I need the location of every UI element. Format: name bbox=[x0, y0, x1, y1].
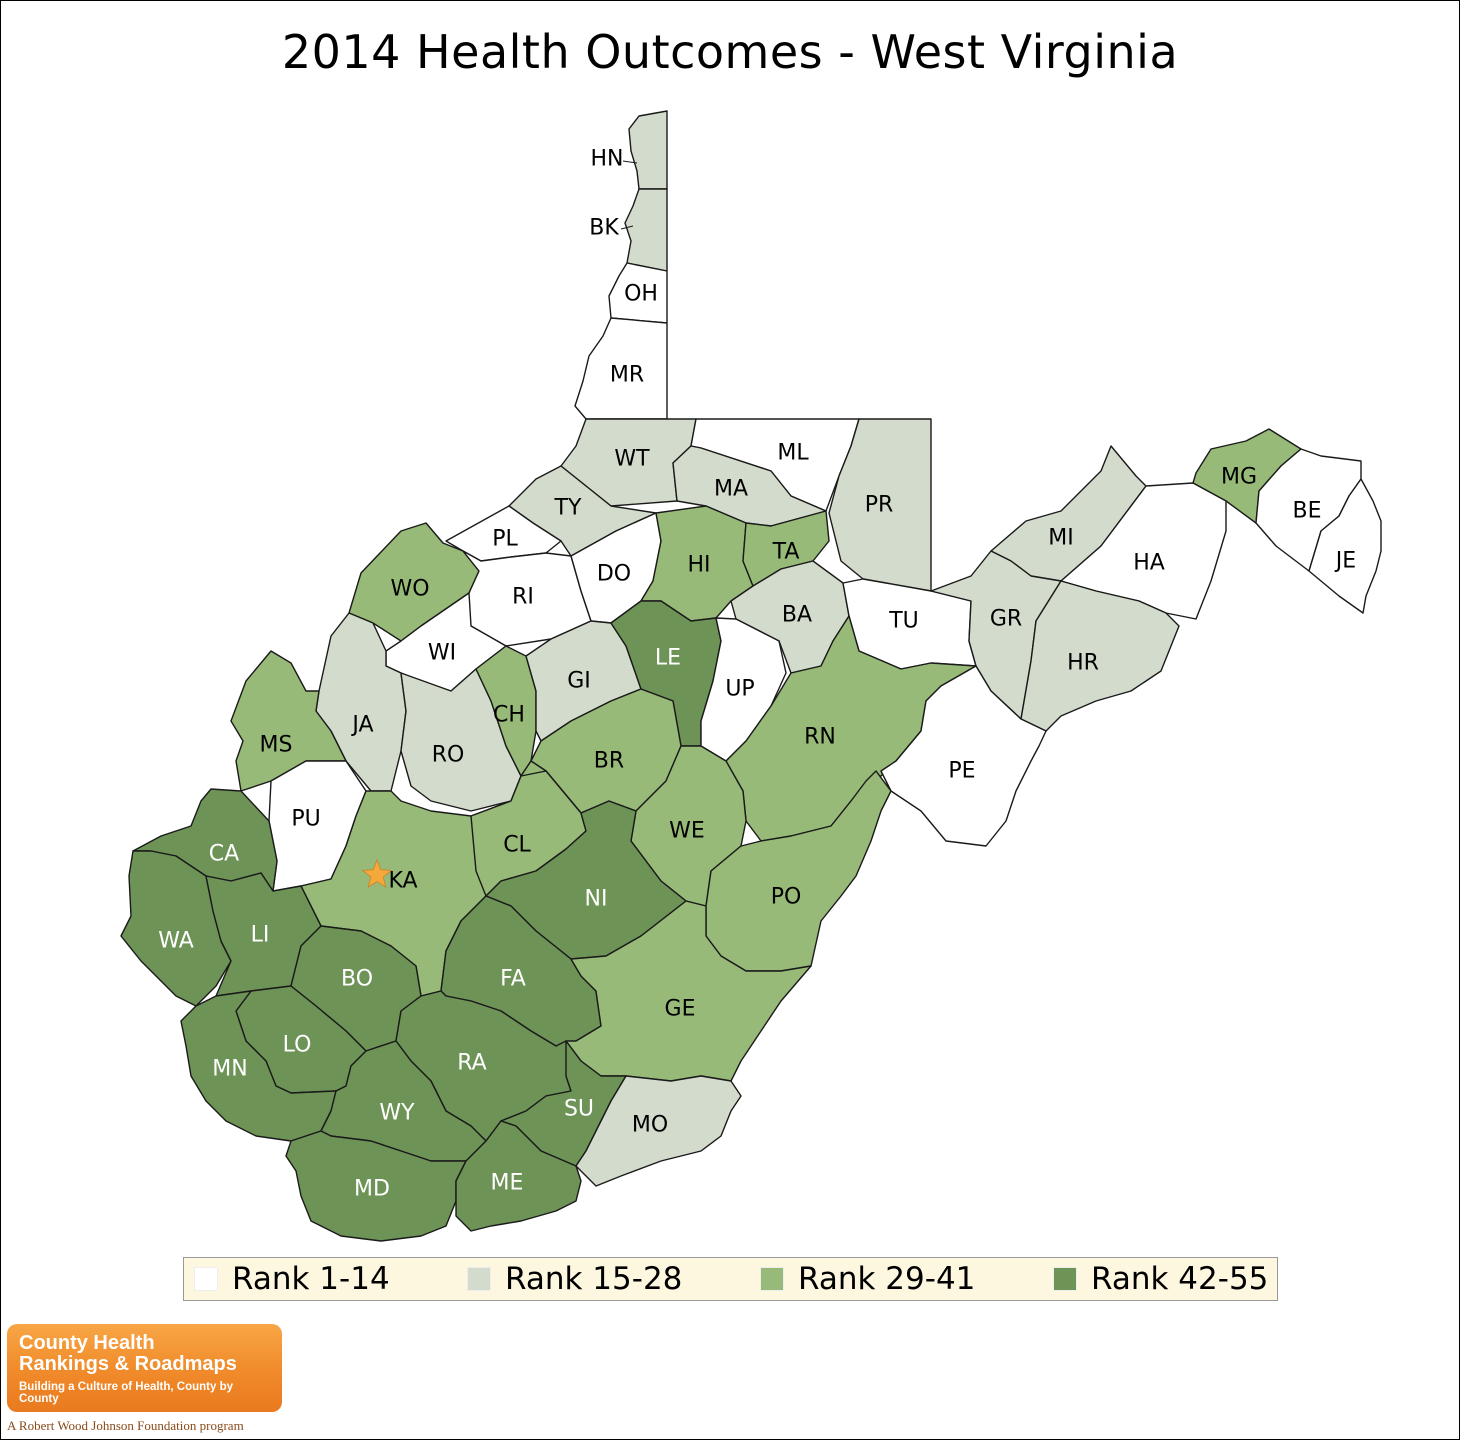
county-label-fa: FA bbox=[500, 967, 526, 992]
county-label-wo: WO bbox=[390, 577, 429, 602]
county-md bbox=[285, 1130, 467, 1242]
legend-swatch-rank-15-28 bbox=[467, 1267, 491, 1291]
county-label-me: ME bbox=[491, 1171, 524, 1196]
county-label-pu: PU bbox=[291, 807, 320, 832]
county-label-br: BR bbox=[594, 749, 624, 774]
county-label-up: UP bbox=[725, 677, 754, 702]
county-label-hn: HN bbox=[591, 147, 624, 172]
footer-note: A Robert Wood Johnson Foundation program bbox=[7, 1418, 244, 1433]
county-label-pl: PL bbox=[492, 527, 518, 552]
county-mr bbox=[574, 317, 668, 420]
county-label-do: DO bbox=[597, 562, 631, 587]
county-label-ha: HA bbox=[1133, 551, 1165, 576]
county-ha bbox=[1060, 482, 1227, 620]
county-label-md: MD bbox=[354, 1177, 390, 1202]
county-me bbox=[455, 1120, 582, 1232]
county-label-bk: BK bbox=[589, 216, 619, 241]
county-hn bbox=[628, 110, 668, 190]
legend: Rank 1-14 Rank 15-28 Rank 29-41 Rank 42-… bbox=[183, 1257, 1278, 1301]
county-label-su: SU bbox=[564, 1097, 594, 1122]
county-label-rn: RN bbox=[804, 725, 836, 750]
logo-line-2: Rankings & Roadmaps bbox=[19, 1353, 237, 1375]
county-je bbox=[1308, 478, 1382, 614]
county-label-wy: WY bbox=[379, 1101, 415, 1126]
legend-label: Rank 29-41 bbox=[798, 1261, 976, 1297]
county-label-ro: RO bbox=[432, 743, 465, 768]
county-label-gi: GI bbox=[567, 669, 591, 694]
county-label-bo: BO bbox=[341, 967, 373, 992]
county-label-ml: ML bbox=[777, 441, 809, 466]
county-label-le: LE bbox=[655, 646, 681, 671]
county-ty bbox=[508, 465, 657, 557]
map-title: 2014 Health Outcomes - West Virginia bbox=[281, 25, 1179, 79]
county-label-pe: PE bbox=[948, 759, 975, 784]
county-label-pr: PR bbox=[865, 493, 894, 518]
county-label-gr: GR bbox=[990, 607, 1022, 632]
county-label-ka: KA bbox=[388, 869, 417, 894]
legend-item-rank-29-41: Rank 29-41 bbox=[760, 1258, 975, 1300]
county-label-tu: TU bbox=[888, 609, 919, 634]
county-label-ra: RA bbox=[457, 1051, 486, 1076]
label-leader-line bbox=[622, 160, 638, 164]
legend-swatch-rank-29-41 bbox=[760, 1267, 784, 1291]
county-label-wi: WI bbox=[428, 641, 456, 666]
county-label-ge: GE bbox=[665, 997, 696, 1022]
legend-item-rank-15-28: Rank 15-28 bbox=[467, 1258, 682, 1300]
county-label-ma: MA bbox=[714, 477, 748, 502]
legend-item-rank-42-55: Rank 42-55 bbox=[1053, 1258, 1268, 1300]
county-wa bbox=[120, 850, 232, 1007]
county-mo bbox=[575, 1075, 742, 1187]
legend-label: Rank 15-28 bbox=[505, 1261, 683, 1297]
county-label-mg: MG bbox=[1221, 465, 1257, 490]
legend-label: Rank 1-14 bbox=[232, 1261, 390, 1297]
county-label-mo: MO bbox=[632, 1113, 668, 1138]
legend-label: Rank 42-55 bbox=[1091, 1261, 1269, 1297]
county-label-we: WE bbox=[669, 819, 705, 844]
county-label-ni: NI bbox=[585, 887, 608, 912]
county-label-hi: HI bbox=[687, 553, 710, 578]
legend-swatch-rank-1-14 bbox=[194, 1267, 218, 1291]
county-label-be: BE bbox=[1293, 499, 1322, 524]
legend-item-rank-1-14: Rank 1-14 bbox=[194, 1258, 390, 1300]
county-label-mi: MI bbox=[1048, 526, 1073, 551]
county-pe bbox=[880, 665, 1047, 847]
county-ge bbox=[565, 900, 812, 1082]
county-label-ba: BA bbox=[782, 603, 812, 628]
west-virginia-map: HN BK OH MR WT ML MA PR TY PL WO RI DO HI TA BA TU MI MG BE… bbox=[120, 110, 1382, 1242]
county-label-lo: LO bbox=[283, 1033, 312, 1058]
county-label-hr: HR bbox=[1067, 651, 1099, 676]
county-label-wt: WT bbox=[614, 447, 650, 472]
county-label-oh: OH bbox=[624, 282, 658, 307]
county-label-po: PO bbox=[771, 885, 802, 910]
label-leader-line bbox=[620, 225, 634, 230]
county-health-rankings-logo: County Health Rankings & Roadmaps Buildi… bbox=[7, 1324, 282, 1412]
county-label-wa: WA bbox=[158, 929, 194, 954]
county-ch bbox=[475, 645, 537, 777]
county-label-mn: MN bbox=[212, 1057, 247, 1082]
logo-tagline: Building a Culture of Health, County by … bbox=[19, 1381, 234, 1405]
county-bk bbox=[624, 188, 668, 272]
star-icon bbox=[361, 858, 393, 888]
legend-swatch-rank-42-55 bbox=[1053, 1267, 1077, 1291]
county-label-je: JE bbox=[1334, 549, 1356, 574]
county-label-ty: TY bbox=[554, 496, 582, 521]
county-hr bbox=[1020, 580, 1180, 732]
logo-line-1: County Health bbox=[19, 1332, 155, 1354]
county-label-ri: RI bbox=[512, 585, 534, 610]
county-label-cl: CL bbox=[503, 833, 531, 858]
county-label-ch: CH bbox=[493, 703, 525, 728]
county-label-ja: JA bbox=[350, 713, 373, 738]
county-pr bbox=[828, 418, 932, 592]
county-label-ca: CA bbox=[209, 842, 239, 867]
county-label-li: LI bbox=[251, 923, 270, 948]
county-label-ta: TA bbox=[772, 540, 800, 565]
county-label-mr: MR bbox=[610, 363, 644, 388]
county-label-ms: MS bbox=[260, 733, 293, 758]
